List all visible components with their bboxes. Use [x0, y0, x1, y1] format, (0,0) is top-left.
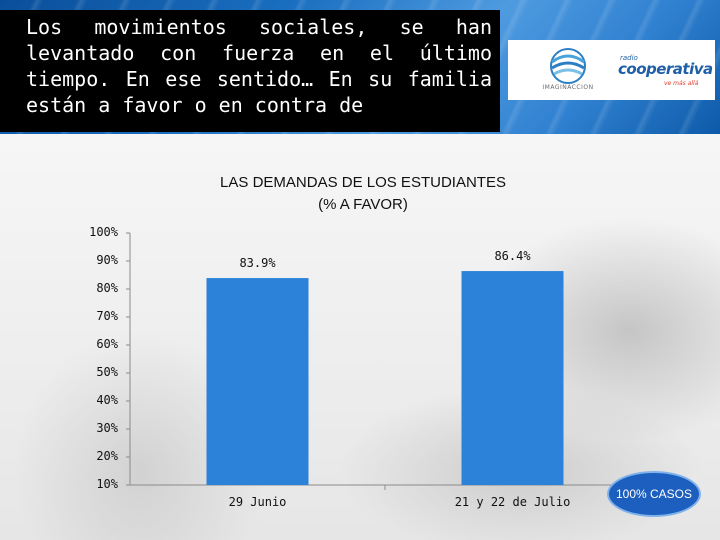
cooperativa-tagline: ve más allá	[664, 80, 699, 87]
bar-value-label: 86.4%	[494, 249, 531, 264]
y-tick-label: 90%	[96, 253, 118, 267]
y-tick-label: 60%	[96, 337, 118, 351]
bar-2	[461, 271, 564, 485]
question-text: Los movimientos sociales, se han levanta…	[26, 15, 492, 117]
y-tick-label: 70%	[96, 309, 118, 323]
y-tick-label: 30%	[96, 421, 118, 435]
bar-1	[206, 278, 309, 485]
y-tick-label: 40%	[96, 393, 118, 407]
chart-subtitle: (% A FAVOR)	[318, 196, 408, 213]
cooperativa-name-text: cooperativa	[618, 60, 713, 78]
y-tick-label: 10%	[96, 477, 118, 491]
x-category-label: 29 Junio	[228, 495, 287, 509]
chart-title-block: LAS DEMANDAS DE LOS ESTUDIANTES (% A FAV…	[150, 172, 576, 216]
imaginaccion-logo-icon	[550, 48, 586, 84]
logo-box: IMAGINACCION radio cooperativa ve más al…	[508, 40, 715, 100]
imaginaccion-logo-text: IMAGINACCION	[542, 84, 594, 91]
y-tick-label: 100%	[89, 225, 118, 239]
y-tick-label: 80%	[96, 281, 118, 295]
question-box: Los movimientos sociales, se han levanta…	[0, 10, 500, 132]
y-tick-label: 50%	[96, 365, 118, 379]
cooperativa-logo: radio cooperativa ve más allá	[618, 54, 713, 88]
casos-badge: 100% CASOS	[607, 471, 701, 517]
x-category-label: 21 y 22 de Julio	[454, 495, 571, 509]
y-tick-label: 20%	[96, 449, 118, 463]
chart-title: LAS DEMANDAS DE LOS ESTUDIANTES	[220, 174, 506, 191]
cooperativa-radio-text: radio	[620, 54, 638, 62]
bar-value-label: 83.9%	[239, 256, 276, 271]
